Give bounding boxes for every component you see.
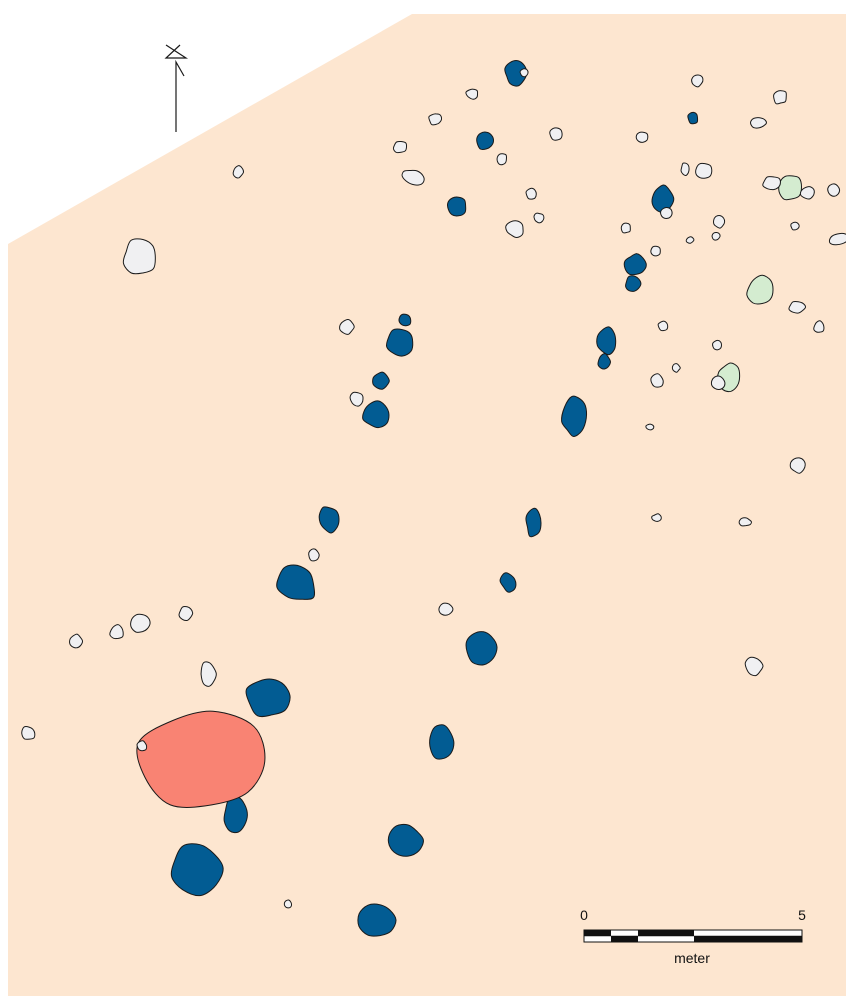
stone-feature (773, 90, 787, 105)
stone-feature (750, 117, 767, 129)
hearth-feature (136, 710, 266, 808)
stone-feature (762, 176, 781, 191)
scale-unit-label: meter (674, 950, 710, 966)
stone-feature (635, 131, 649, 143)
stone-feature (21, 726, 36, 740)
scale-start-label: 0 (580, 907, 588, 923)
stone-feature (657, 320, 669, 332)
stone-feature (549, 127, 563, 141)
posthole-feature (387, 823, 424, 857)
stone-feature (685, 236, 695, 244)
stone-feature (650, 373, 664, 388)
stone-feature (650, 245, 661, 257)
stone-feature (671, 363, 681, 373)
north-arrow-icon (164, 44, 189, 132)
stone-feature (339, 318, 355, 335)
stone-feature (827, 183, 841, 197)
stone-feature (505, 220, 524, 238)
posthole-feature (429, 724, 455, 760)
posthole-feature (385, 328, 414, 357)
stone-feature (109, 624, 124, 640)
features-layer (21, 60, 846, 937)
stone-feature (738, 517, 752, 527)
stone-feature (790, 221, 800, 231)
stone-feature (392, 140, 408, 154)
stone-feature (200, 661, 217, 687)
posthole-feature (687, 111, 699, 125)
stone-feature (800, 186, 815, 200)
stone-feature (620, 222, 631, 234)
stone-feature (789, 457, 806, 474)
posthole-feature (625, 275, 642, 292)
posthole-feature (362, 400, 390, 429)
posthole-feature (372, 371, 390, 390)
excavation-area (8, 14, 846, 996)
stone-feature (744, 656, 764, 677)
stone-feature (788, 300, 806, 314)
posthole-feature (223, 796, 248, 834)
stone-feature (660, 206, 673, 219)
stone-feature (465, 88, 479, 100)
stone-feature (695, 162, 713, 179)
posthole-feature (357, 903, 397, 937)
stone-feature (813, 320, 825, 333)
stone-feature (710, 375, 726, 391)
posthole-feature (525, 507, 542, 538)
stone-feature (519, 68, 529, 78)
stone-feature (130, 613, 151, 633)
stone-feature (712, 215, 726, 229)
stone-feature (308, 548, 320, 562)
scale-end-label: 5 (798, 907, 806, 923)
posthole-feature (276, 564, 316, 600)
green-feature (746, 274, 774, 305)
posthole-feature (597, 353, 611, 370)
stone-feature (691, 74, 704, 88)
posthole-feature (623, 253, 647, 276)
posthole-feature (499, 572, 517, 593)
scale-bar: 0 5 meter (580, 907, 806, 966)
posthole-feature (318, 506, 340, 534)
stone-feature (651, 513, 662, 522)
stone-feature (680, 162, 690, 177)
stone-feature (136, 740, 148, 752)
stone-feature (232, 165, 245, 179)
stone-feature (69, 633, 84, 649)
stone-feature (496, 153, 508, 166)
stone-feature (401, 169, 425, 186)
green-feature (778, 175, 802, 201)
stone-feature (349, 391, 364, 407)
stone-feature (283, 899, 293, 909)
posthole-feature (504, 60, 528, 87)
posthole-feature (398, 313, 412, 327)
stone-feature (122, 238, 156, 275)
stone-feature (178, 606, 194, 621)
stone-feature (438, 602, 454, 616)
posthole-feature (561, 395, 588, 437)
posthole-feature (245, 678, 291, 718)
posthole-feature (447, 196, 467, 217)
stone-feature (645, 423, 655, 431)
stone-feature (525, 187, 537, 200)
stone-feature (428, 113, 443, 126)
stone-feature (828, 232, 846, 246)
posthole-feature (465, 631, 498, 666)
posthole-feature (476, 131, 495, 150)
stone-feature (711, 231, 721, 241)
stone-feature (712, 339, 722, 351)
posthole-feature (170, 843, 224, 897)
posthole-feature (596, 326, 617, 356)
stone-feature (533, 212, 545, 224)
